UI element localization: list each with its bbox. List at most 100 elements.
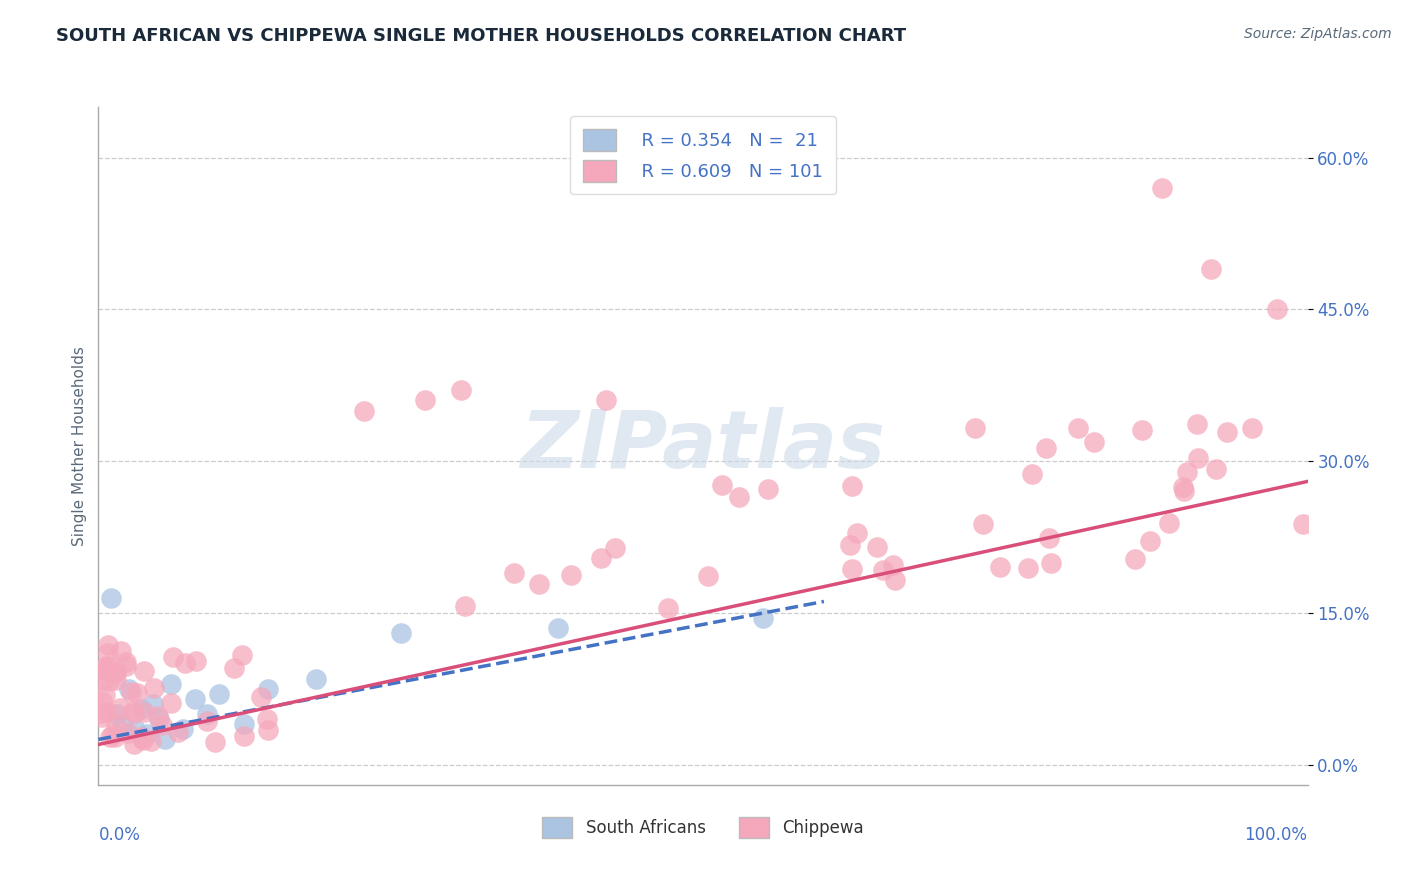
Point — [143, 681, 166, 695]
Text: SOUTH AFRICAN VS CHIPPEWA SINGLE MOTHER HOUSEHOLDS CORRELATION CHART: SOUTH AFRICAN VS CHIPPEWA SINGLE MOTHER … — [56, 27, 907, 45]
Point — [105, 673, 128, 687]
Point — [104, 665, 127, 680]
Point — [91, 706, 114, 720]
Point — [1173, 484, 1195, 499]
Point — [1152, 181, 1174, 195]
Point — [150, 717, 173, 731]
Point — [122, 706, 145, 720]
Point — [845, 525, 868, 540]
Point — [97, 646, 120, 660]
Point — [1185, 417, 1208, 431]
Point — [121, 684, 143, 698]
Point — [866, 540, 889, 554]
Point — [389, 626, 412, 640]
Point — [1157, 516, 1180, 530]
Point — [1066, 421, 1088, 435]
Point — [91, 710, 114, 724]
Point — [1038, 531, 1060, 545]
Point — [232, 717, 254, 731]
Point — [153, 732, 176, 747]
Point — [1035, 442, 1057, 456]
Point — [413, 393, 436, 408]
Point — [146, 709, 169, 723]
Point — [132, 705, 155, 719]
Point — [184, 692, 207, 706]
Point — [208, 687, 231, 701]
Point — [167, 725, 190, 739]
Point — [1132, 423, 1154, 437]
Point — [96, 705, 118, 719]
Point — [195, 714, 218, 729]
Point — [101, 726, 124, 740]
Point — [711, 478, 734, 492]
Y-axis label: Single Mother Households: Single Mother Households — [72, 346, 87, 546]
Point — [1240, 421, 1263, 435]
Point — [173, 657, 195, 671]
Text: 0.0%: 0.0% — [98, 826, 141, 844]
Point — [129, 702, 152, 716]
Point — [250, 690, 273, 704]
Point — [172, 723, 194, 737]
Point — [105, 707, 128, 722]
Point — [160, 677, 183, 691]
Point — [1017, 561, 1039, 575]
Point — [595, 393, 617, 408]
Point — [142, 697, 165, 711]
Point — [527, 576, 550, 591]
Point — [353, 403, 375, 417]
Text: Source: ZipAtlas.com: Source: ZipAtlas.com — [1244, 27, 1392, 41]
Point — [98, 674, 121, 689]
Point — [131, 732, 153, 747]
Point — [159, 696, 181, 710]
Point — [115, 659, 138, 673]
Point — [256, 712, 278, 726]
Point — [657, 601, 679, 615]
Point — [728, 490, 751, 504]
Point — [841, 561, 863, 575]
Point — [503, 566, 526, 581]
Point — [131, 730, 153, 744]
Point — [1171, 480, 1194, 494]
Point — [122, 704, 145, 718]
Point — [603, 541, 626, 555]
Point — [195, 707, 218, 722]
Point — [752, 611, 775, 625]
Point — [139, 734, 162, 748]
Point — [148, 712, 170, 726]
Point — [988, 559, 1011, 574]
Point — [872, 564, 894, 578]
Point — [135, 727, 157, 741]
Point — [1199, 261, 1222, 276]
Point — [305, 672, 328, 686]
Point — [110, 701, 132, 715]
Point — [1083, 435, 1105, 450]
Point — [756, 482, 779, 496]
Point — [97, 638, 120, 652]
Point — [972, 517, 994, 532]
Point — [231, 648, 253, 662]
Point — [118, 681, 141, 696]
Point — [104, 717, 127, 731]
Point — [204, 735, 226, 749]
Point — [111, 717, 134, 731]
Point — [841, 479, 863, 493]
Point — [94, 659, 117, 673]
Point — [256, 681, 278, 696]
Point — [1177, 465, 1199, 479]
Point — [547, 621, 569, 635]
Point — [453, 599, 475, 614]
Point — [560, 568, 582, 582]
Point — [450, 384, 472, 398]
Point — [838, 538, 860, 552]
Point — [91, 694, 114, 708]
Point — [114, 655, 136, 669]
Point — [257, 723, 280, 738]
Point — [1267, 302, 1289, 317]
Point — [124, 737, 146, 751]
Point — [131, 731, 153, 745]
Point — [184, 654, 207, 668]
Point — [963, 421, 986, 435]
Point — [104, 730, 127, 744]
Point — [1123, 552, 1146, 566]
Point — [162, 650, 184, 665]
